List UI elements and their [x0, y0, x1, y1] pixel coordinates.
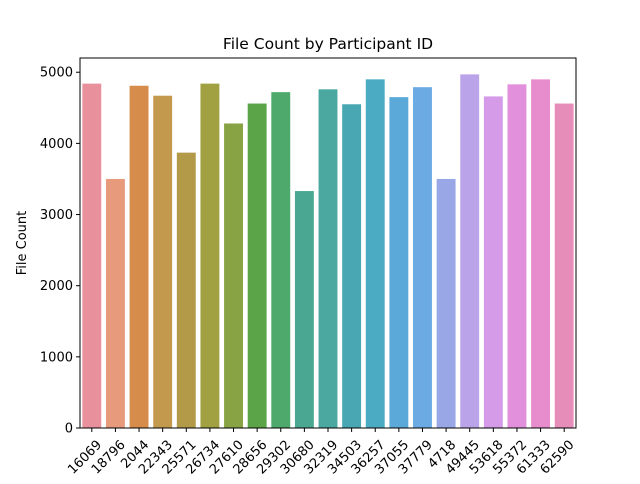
bar-26734 — [200, 83, 220, 429]
y-tick-label: 3000 — [40, 208, 73, 223]
bar-25571 — [176, 152, 196, 428]
y-axis: 0 1000 2000 3000 4000 5000 — [40, 66, 80, 437]
bar-36257 — [365, 79, 385, 428]
y-axis-title: File Count — [15, 211, 30, 276]
bar-49445 — [460, 74, 480, 429]
bar-62590 — [554, 103, 574, 428]
bar-32319 — [318, 89, 338, 428]
bar-27610 — [224, 123, 243, 429]
bar-37055 — [389, 97, 409, 428]
y-tick-label: 0 — [65, 422, 73, 437]
bar-18796 — [105, 178, 125, 428]
bars-group — [82, 74, 574, 429]
bar-29302 — [271, 92, 291, 429]
bar-55372 — [507, 84, 527, 428]
bar-34503 — [342, 104, 362, 428]
plot-frame — [79, 57, 577, 429]
bar-61333 — [531, 79, 551, 428]
y-tick-label: 2000 — [40, 279, 73, 294]
y-tick-label: 4000 — [40, 137, 73, 152]
bar-28656 — [247, 103, 267, 428]
x-axis: 1606918796204422343255712673427610286562… — [65, 428, 577, 478]
bar-2044 — [129, 85, 149, 428]
bar-22343 — [153, 95, 173, 429]
bar-16069 — [82, 83, 102, 429]
bar-37779 — [413, 87, 432, 429]
chart-title: File Count by Participant ID — [223, 35, 433, 53]
bar-53618 — [483, 96, 503, 429]
bar-30680 — [294, 191, 314, 428]
bar-4718 — [436, 178, 456, 428]
y-tick-label: 5000 — [40, 66, 73, 81]
y-tick-label: 1000 — [40, 350, 73, 365]
